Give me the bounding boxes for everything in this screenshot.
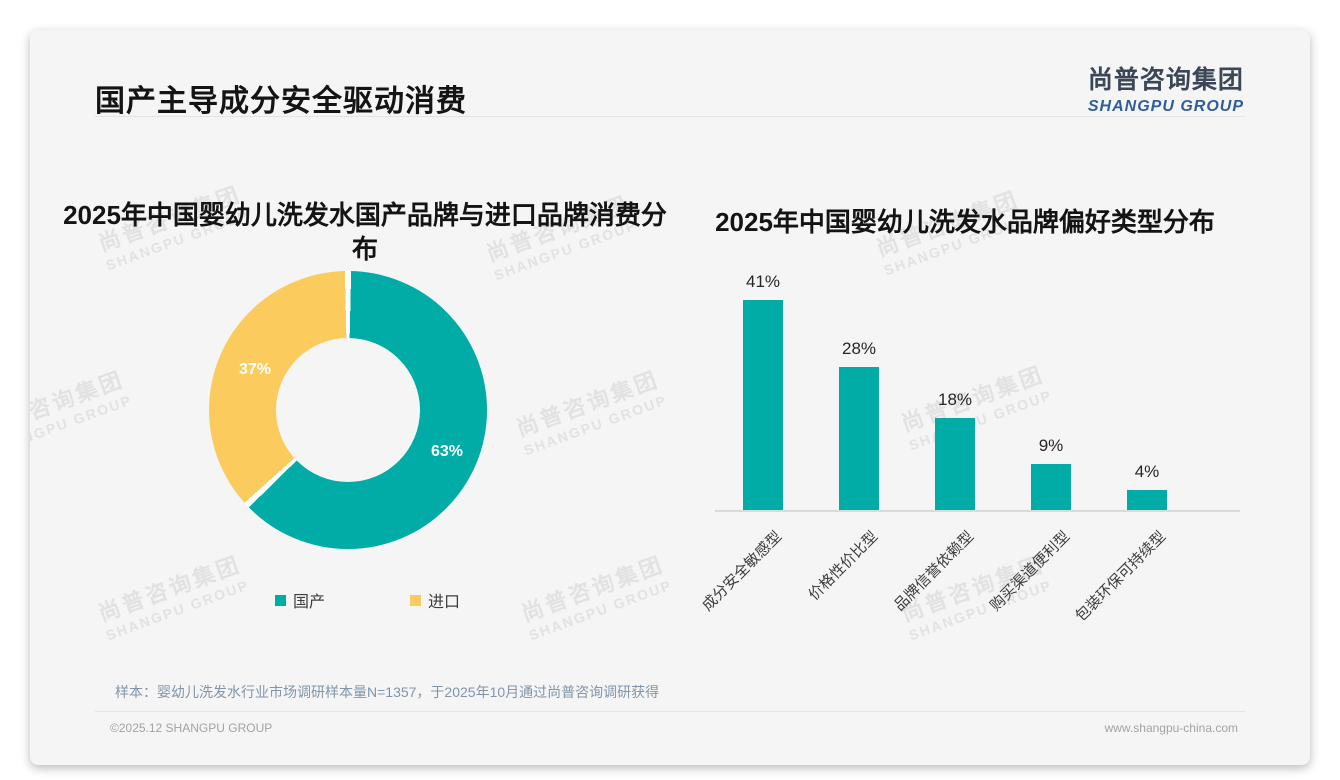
report-content: 国产主导成分安全驱动消费 尚普咨询集团 SHANGPU GROUP 2025年中…	[30, 30, 1310, 765]
footer-copyright: ©2025.12 SHANGPU GROUP	[110, 721, 273, 735]
donut-chart: 63% 37%	[209, 271, 487, 549]
donut-legend: 国产 进口	[45, 588, 690, 612]
donut-chart-title: 2025年中国婴幼儿洗发水国产品牌与进口品牌消费分 布	[50, 198, 680, 266]
bar-slot: 41% 成分安全敏感型	[699, 270, 811, 614]
bar-value-label: 41%	[745, 272, 781, 292]
legend-item-imported: 进口	[410, 588, 460, 612]
bar-category-label: 购买渠道便利型	[986, 528, 1074, 615]
bar-slot: 9% 购买渠道便利型	[987, 270, 1099, 614]
legend-swatch	[410, 594, 421, 606]
page-title: 国产主导成分安全驱动消费	[95, 85, 467, 118]
bar	[1127, 489, 1167, 510]
bar-category-label: 包装环保可持续型	[1072, 528, 1170, 626]
legend-swatch	[274, 594, 286, 606]
donut-hole	[276, 338, 420, 482]
footer-divider	[95, 711, 1245, 712]
bar	[935, 417, 975, 510]
logo-en-text: SHANGPU GROUP	[1087, 98, 1244, 115]
bar-slot: 18% 品牌信誉依赖型	[891, 270, 1003, 615]
bar-category-label: 品牌信誉依赖型	[890, 528, 978, 615]
sample-note: 样本：婴幼儿洗发水行业市场调研样本量N=1357，于2025年10月通过尚普咨询…	[115, 684, 660, 700]
legend-item-domestic: 国产	[274, 588, 325, 612]
legend-label: 国产	[292, 594, 325, 611]
report-card: 尚普咨询集团 SHANGPU GROUP 尚普咨询集团 SHANGPU GROUP 尚普…	[30, 30, 1310, 765]
bar	[743, 300, 783, 510]
footer-website: www.shangpu-china.com	[1104, 721, 1238, 735]
donut-label-domestic: 63%	[430, 443, 464, 460]
bars-container: 41% 成分安全敏感型 28% 价格性价比型 18% 品牌信誉依赖型 9% 购买渠道便利型 4%…	[699, 270, 1195, 625]
bar	[1031, 463, 1071, 510]
bar-value-label: 9%	[1038, 435, 1064, 455]
brand-logo: 尚普咨询集团 SHANGPU GROUP	[1088, 60, 1244, 116]
bar-value-label: 28%	[841, 338, 877, 358]
logo-cn-text: 尚普咨询集团	[1087, 66, 1244, 94]
donut-title-line2: 布	[351, 234, 378, 264]
bar-plot: 41% 成分安全敏感型 28% 价格性价比型 18% 品牌信誉依赖型 9% 购买渠道便利型 4%…	[699, 270, 1240, 625]
donut-label-imported: 37%	[238, 361, 272, 378]
bar-category-label: 价格性价比型	[805, 528, 882, 604]
bar-chart-title: 2025年中国婴幼儿洗发水品牌偏好类型分布	[715, 207, 1215, 237]
header-divider	[95, 116, 1245, 117]
bar-value-label: 18%	[937, 389, 973, 409]
legend-label: 进口	[428, 594, 461, 611]
donut-title-line1: 2025年中国婴幼儿洗发水国产品牌与进口品牌消费分	[63, 200, 667, 230]
bar	[839, 366, 879, 510]
bar-slot: 4% 包装环保可持续型	[1072, 270, 1195, 625]
bar-slot: 28% 价格性价比型	[805, 270, 907, 604]
bar-value-label: 4%	[1134, 461, 1160, 481]
bar-category-label: 成分安全敏感型	[698, 528, 786, 615]
